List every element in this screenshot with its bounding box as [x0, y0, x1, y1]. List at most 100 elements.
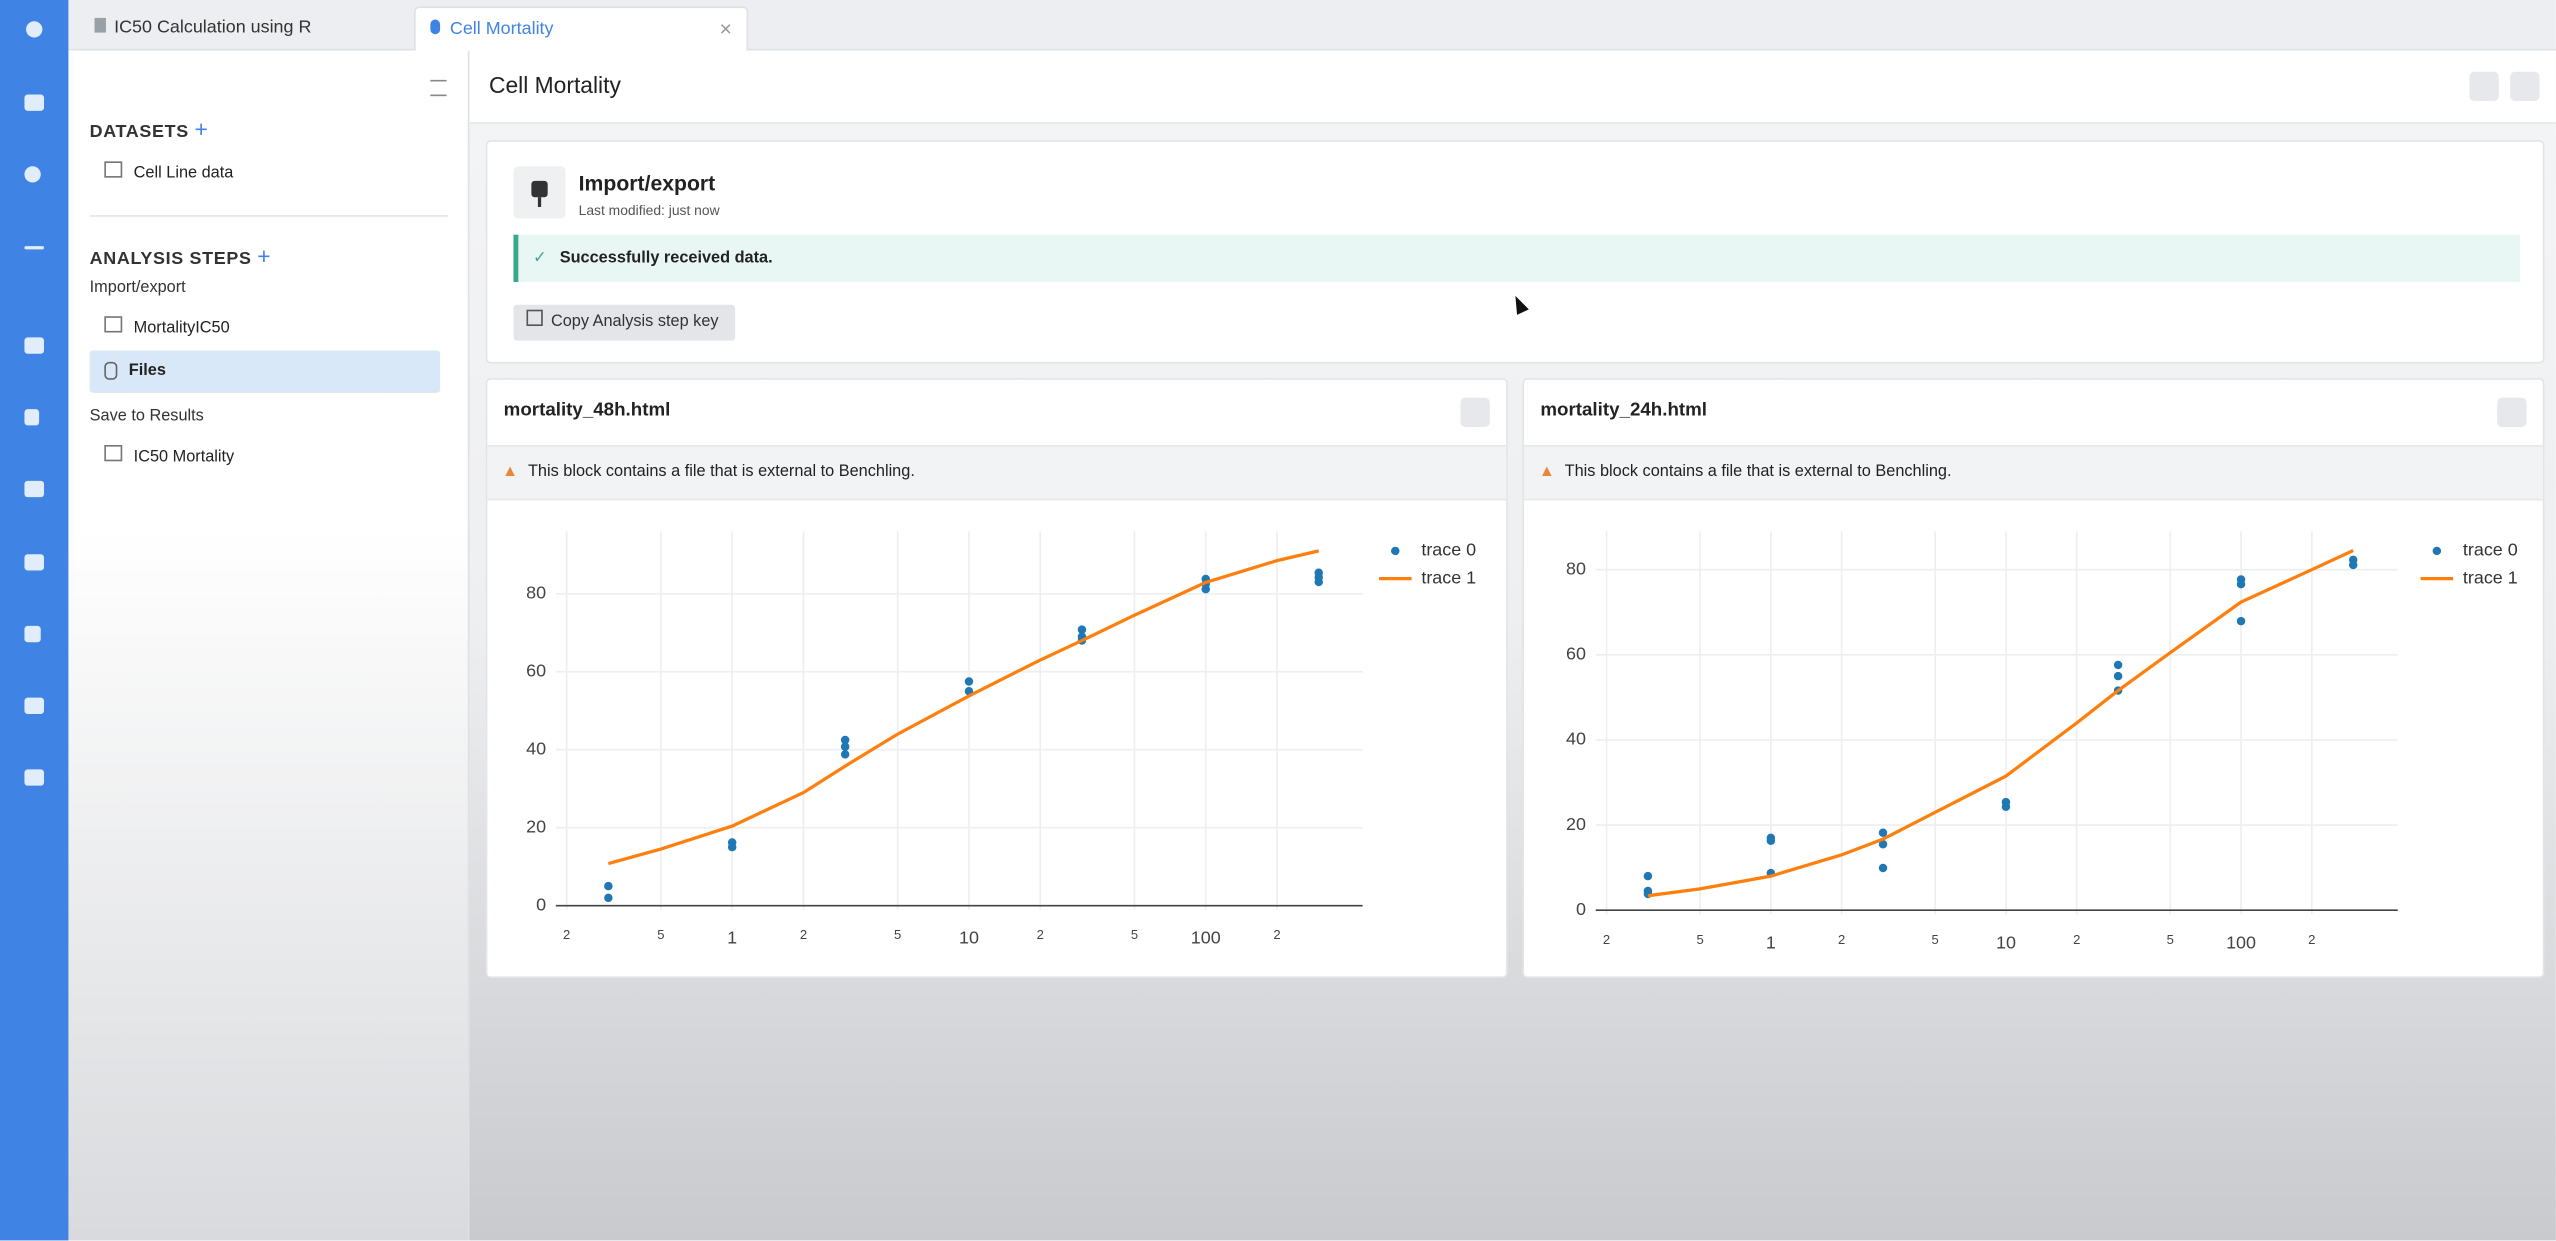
add-button[interactable]: +: [194, 115, 209, 142]
nav-icon[interactable]: [24, 769, 45, 786]
success-banner: ✓ Successfully received data.: [513, 234, 2520, 282]
warning-bar: ▲ This block contains a file that is exte…: [1524, 444, 2543, 501]
data-point: [2236, 616, 2246, 626]
x-tick-label: 5: [894, 927, 901, 942]
nav-icon[interactable]: [24, 94, 45, 111]
divider: [89, 215, 449, 217]
x-tick-label: 100: [2226, 933, 2256, 953]
x-tick-label: 2: [2308, 932, 2315, 947]
x-tick-label: 1: [727, 928, 737, 948]
nav-icon[interactable]: [24, 480, 45, 498]
step-card: Import/export Last modified: just now ✓ S…: [485, 140, 2545, 364]
tab-bar: IC50 Calculation using R Cell Mortality …: [68, 0, 2556, 51]
data-point: [2236, 579, 2246, 589]
button-label: Copy Analysis step key: [550, 312, 719, 331]
tab-active[interactable]: Cell Mortality ×: [414, 6, 749, 51]
more-button[interactable]: [2510, 71, 2540, 102]
y-tick-label: 60: [1566, 644, 1586, 664]
tab-label: Cell Mortality: [449, 19, 554, 40]
x-tick-label: 10: [1996, 933, 2016, 953]
menu-toggle[interactable]: [430, 79, 447, 97]
nav-icon[interactable]: [24, 554, 45, 571]
data-point: [964, 677, 974, 686]
y-tick-label: 0: [1576, 899, 1586, 919]
tab[interactable]: IC50 Calculation using R: [94, 7, 408, 49]
section-heading: ANALYSIS STEPS +: [90, 243, 272, 269]
table-icon: [104, 316, 123, 333]
nav-rail: [0, 0, 69, 1241]
data-point: [1878, 839, 1888, 849]
nav-icon[interactable]: [24, 166, 41, 183]
y-tick-label: 20: [1566, 814, 1586, 834]
legend-swatch: [2432, 546, 2442, 556]
x-tick-label: 2: [1603, 932, 1610, 947]
x-tick-label: 5: [1131, 927, 1138, 942]
data-point: [1643, 871, 1653, 881]
expand-button[interactable]: [1460, 397, 1490, 428]
step-item[interactable]: IC50 Mortality: [104, 444, 234, 466]
warning-text: This block contains a file that is exter…: [527, 462, 915, 481]
x-tick-label: 5: [1696, 932, 1703, 947]
data-point: [2348, 560, 2358, 570]
dataset-item[interactable]: Cell Line data: [104, 161, 234, 183]
table-icon: [104, 161, 123, 178]
data-point: [840, 735, 850, 745]
y-tick-label: 60: [526, 660, 546, 680]
clip-icon: [104, 361, 118, 380]
nav-icon[interactable]: [24, 697, 45, 714]
y-tick-label: 20: [526, 816, 546, 836]
group-label: Save to Results: [89, 407, 204, 426]
y-tick-label: 0: [536, 894, 546, 914]
y-tick-label: 40: [1566, 729, 1586, 749]
tab-label: IC50 Calculation using R: [114, 17, 312, 38]
x-tick-label: 100: [1191, 928, 1221, 948]
warning-bar: ▲ This block contains a file that is exte…: [487, 444, 1507, 501]
x-tick-label: 1: [1766, 933, 1776, 953]
nav-icon[interactable]: [24, 246, 45, 250]
nav-icon[interactable]: [24, 625, 41, 643]
legend-label: trace 0: [1421, 540, 1476, 560]
step-item[interactable]: MortalityIC50: [104, 316, 230, 338]
step-item-selected[interactable]: Files: [89, 350, 441, 393]
data-point: [1766, 836, 1776, 846]
fit-line: [1647, 549, 2354, 898]
page-header: Cell Mortality: [469, 50, 2556, 124]
data-point: [1077, 625, 1087, 634]
warning-icon: ▲: [502, 462, 519, 481]
heading-text: ANALYSIS STEPS: [89, 249, 252, 269]
data-point: [727, 842, 737, 852]
data-point: [2001, 802, 2011, 811]
x-tick-label: 2: [563, 927, 570, 942]
x-tick-label: 5: [657, 927, 664, 942]
data-point: [1201, 584, 1210, 594]
data-point: [2113, 660, 2123, 670]
plug-icon: [513, 166, 566, 219]
file-name: mortality_24h.html: [1540, 400, 1708, 421]
data-point: [840, 742, 850, 751]
sidebar: DATASETS + Cell Line data ANALYSIS STEPS…: [68, 50, 470, 1241]
nav-icon[interactable]: [24, 409, 40, 426]
x-tick-label: 2: [1273, 927, 1280, 942]
info-button[interactable]: [2469, 71, 2499, 102]
x-tick-label: 2: [1037, 927, 1044, 942]
y-tick-label: 40: [526, 738, 546, 758]
y-tick-label: 80: [1566, 558, 1586, 578]
item-label: Cell Line data: [133, 164, 234, 183]
add-button[interactable]: +: [257, 242, 272, 269]
x-tick-label: 10: [959, 928, 979, 948]
data-point: [840, 750, 850, 759]
banner-text: Successfully received data.: [559, 249, 773, 268]
legend-swatch: [1391, 546, 1400, 556]
x-tick-label: 2: [2073, 932, 2080, 947]
data-point: [1314, 577, 1323, 587]
item-label: MortalityIC50: [133, 319, 230, 338]
expand-button[interactable]: [2497, 397, 2527, 428]
warning-icon: ▲: [1538, 462, 1555, 481]
copy-key-button[interactable]: Copy Analysis step key: [513, 304, 735, 341]
close-button[interactable]: ×: [719, 16, 732, 41]
logo[interactable]: [26, 21, 43, 38]
nav-icon[interactable]: [24, 337, 45, 354]
data-point: [604, 881, 613, 891]
